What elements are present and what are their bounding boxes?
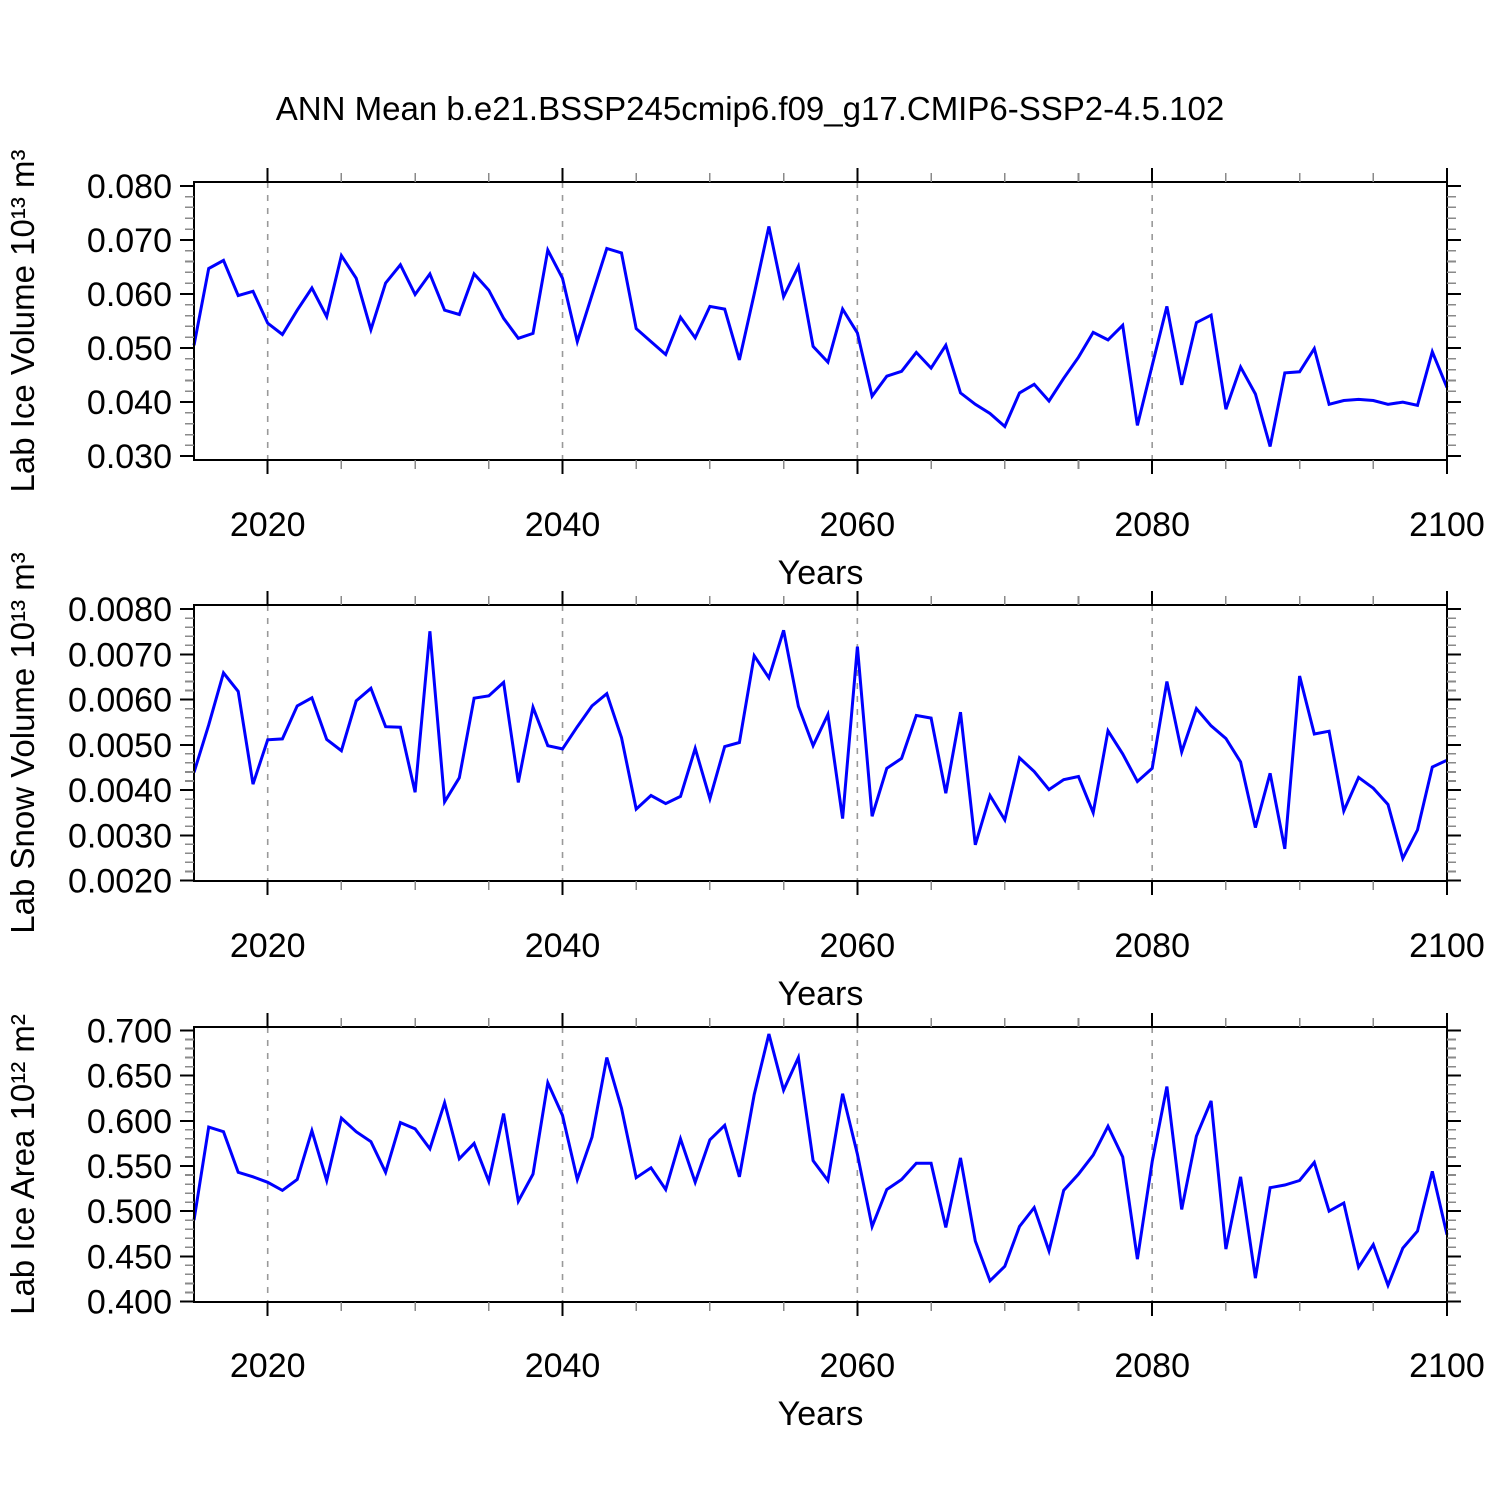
y-tick-label: 0.600 [87, 1103, 172, 1141]
y-tick-label: 0.060 [87, 276, 172, 314]
plot-border [193, 604, 1448, 882]
y-axis-label: Lab Ice Area 10¹² m² [4, 1014, 41, 1315]
x-tick-label: 2020 [230, 1347, 306, 1385]
y-tick-label: 0.0060 [68, 682, 172, 720]
x-tick-label: 2080 [1114, 1347, 1190, 1385]
x-tick-label: 2100 [1409, 927, 1485, 965]
x-tick-label: 2100 [1409, 506, 1485, 544]
y-axis-label: Lab Ice Volume 10¹³ m³ [4, 150, 41, 493]
data-line [192, 226, 1449, 447]
x-axis-title: Years [778, 975, 864, 1013]
x-tick-label: 2020 [230, 927, 306, 965]
y-tick-label: 0.700 [87, 1012, 172, 1050]
x-tick-label: 2080 [1114, 506, 1190, 544]
x-tick-label: 2100 [1409, 1347, 1485, 1385]
plot-border [193, 1026, 1448, 1303]
panel-lab-ice-area: 2020 2040 2060 2080 2100 0.700 0.650 0.600 0.550… [4, 1012, 1485, 1433]
x-tick-label: 2060 [820, 927, 896, 965]
y-tick-label: 0.070 [87, 222, 172, 260]
x-axis-title: Years [778, 554, 864, 592]
panel-lab-ice-volume: 2020 2040 2060 2080 2100 0.080 0.070 0.060 0.050… [4, 150, 1485, 593]
y-tick-label: 0.040 [87, 384, 172, 422]
y-tick-label: 0.450 [87, 1238, 172, 1276]
x-tick-label: 2040 [525, 927, 601, 965]
x-tick-label: 2040 [525, 506, 601, 544]
y-tick-label: 0.0030 [68, 817, 172, 855]
y-tick-label: 0.030 [87, 438, 172, 476]
y-tick-label: 0.550 [87, 1148, 172, 1186]
y-tick-label: 0.050 [87, 330, 172, 368]
x-tick-label: 2080 [1114, 927, 1190, 965]
data-line [192, 1033, 1449, 1290]
x-tick-label: 2060 [820, 506, 896, 544]
y-tick-label: 0.0020 [68, 863, 172, 901]
y-tick-label: 0.0080 [68, 591, 172, 629]
y-tick-label: 0.650 [87, 1058, 172, 1096]
x-axis-title: Years [778, 1395, 864, 1433]
data-line [192, 629, 1448, 863]
y-tick-label: 0.400 [87, 1284, 172, 1322]
chart-title: ANN Mean b.e21.BSSP245cmip6.f09_g17.CMIP… [275, 90, 1225, 127]
y-tick-label: 0.0050 [68, 727, 172, 765]
y-tick-label: 0.080 [87, 168, 172, 206]
x-tick-label: 2020 [230, 506, 306, 544]
y-axis-label: Lab Snow Volume 10¹³ m³ [4, 552, 41, 934]
plot-border [193, 181, 1448, 461]
y-tick-label: 0.0070 [68, 636, 172, 674]
x-tick-label: 2040 [525, 1347, 601, 1385]
y-tick-label: 0.0040 [68, 772, 172, 810]
x-tick-label: 2060 [820, 1347, 896, 1385]
y-tick-label: 0.500 [87, 1193, 172, 1231]
panel-lab-snow-volume: 2020 2040 2060 2080 2100 0.0080 0.0070 0.0060 0.… [4, 552, 1485, 1013]
